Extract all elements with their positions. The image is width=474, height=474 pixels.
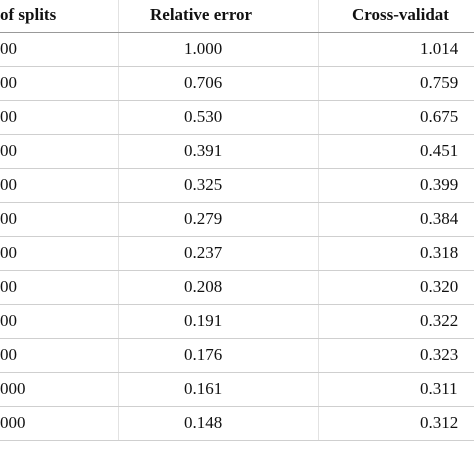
- table-cell: 0.451: [420, 141, 459, 160]
- column-divider: [318, 0, 319, 440]
- column-divider: [118, 0, 119, 440]
- table-cell: 00: [0, 39, 17, 58]
- table-cell: 0.148: [184, 413, 223, 432]
- row-rule: [0, 304, 474, 305]
- table-cell: 0.399: [420, 175, 459, 194]
- table-cell: 0.759: [420, 73, 459, 92]
- table-cell: 00: [0, 345, 17, 364]
- column-header: Cross-validat: [352, 5, 449, 24]
- table-cell: 00: [0, 311, 17, 330]
- table-cell: 0.706: [184, 73, 223, 92]
- row-rule: [0, 202, 474, 203]
- table-cell: 0.312: [420, 413, 459, 432]
- table-cell: 00: [0, 141, 17, 160]
- table-cell: 0.322: [420, 311, 459, 330]
- row-rule: [0, 100, 474, 101]
- table-cell: 0.176: [184, 345, 223, 364]
- row-rule: [0, 66, 474, 67]
- table-cell: 00: [0, 209, 17, 228]
- table-cell: 0.323: [420, 345, 459, 364]
- table-cell: 0.311: [420, 379, 458, 398]
- row-rule: [0, 270, 474, 271]
- table-cell: 00: [0, 277, 17, 296]
- table-cell: 00: [0, 243, 17, 262]
- row-rule: [0, 134, 474, 135]
- table-cell: 00: [0, 73, 17, 92]
- row-rule: [0, 338, 474, 339]
- table-cell: 1.014: [420, 39, 459, 58]
- table-cell: 0.384: [420, 209, 459, 228]
- table-cell: 0.191: [184, 311, 223, 330]
- table-cell: 00: [0, 107, 17, 126]
- header-rule: [0, 32, 474, 33]
- row-rule: [0, 372, 474, 373]
- table-cell: 000: [0, 413, 26, 432]
- table-cell: 00: [0, 175, 17, 194]
- row-rule: [0, 406, 474, 407]
- table-cell: 0.237: [184, 243, 223, 262]
- row-rule: [0, 236, 474, 237]
- table-cell: 0.325: [184, 175, 223, 194]
- column-header: Relative error: [150, 5, 253, 24]
- table-cell: 0.208: [184, 277, 223, 296]
- column-header: of splits: [0, 5, 57, 24]
- table-cell: 0.675: [420, 107, 459, 126]
- table-cell: 000: [0, 379, 26, 398]
- row-rule: [0, 440, 474, 441]
- table-cell: 0.530: [184, 107, 223, 126]
- table-cell: 0.320: [420, 277, 459, 296]
- table-cell: 0.279: [184, 209, 223, 228]
- table-cell: 1.000: [184, 39, 223, 58]
- row-rule: [0, 168, 474, 169]
- table-cell: 0.318: [420, 243, 459, 262]
- table-cell: 0.161: [184, 379, 223, 398]
- table-cell: 0.391: [184, 141, 223, 160]
